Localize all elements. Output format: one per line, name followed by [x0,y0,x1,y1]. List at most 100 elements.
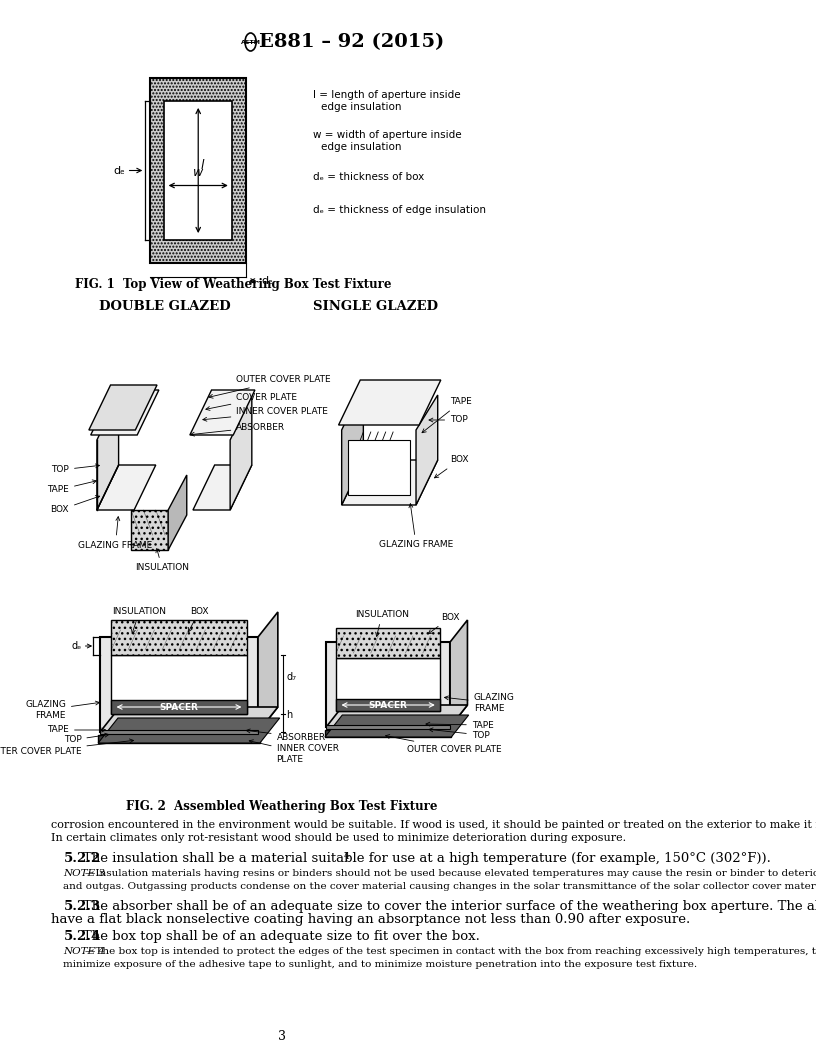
Text: SPACER: SPACER [369,700,407,710]
Bar [336,658,440,711]
Text: COVER PLATE: COVER PLATE [206,393,297,411]
Polygon shape [258,612,277,732]
Text: l = length of aperture inside: l = length of aperture inside [313,90,460,100]
Text: The absorber shall be of an adequate size to cover the interior surface of the w: The absorber shall be of an adequate siz… [83,900,816,913]
Text: w = width of aperture inside: w = width of aperture inside [313,130,461,140]
Text: INSULATION: INSULATION [135,548,189,572]
Polygon shape [100,708,277,732]
Text: GLAZING FRAME: GLAZING FRAME [78,516,153,549]
Text: DOUBLE GLAZED: DOUBLE GLAZED [100,300,231,313]
Bar [111,700,247,714]
Text: dₑ = thickness of edge insulation: dₑ = thickness of edge insulation [313,205,486,215]
Polygon shape [168,475,187,550]
Bar [111,620,247,655]
Text: h: h [286,711,293,720]
Text: TOP: TOP [64,733,109,744]
Text: SINGLE GLAZED: SINGLE GLAZED [313,300,438,313]
Text: GLAZING
FRAME: GLAZING FRAME [445,694,515,713]
Text: TOP: TOP [51,464,100,474]
Text: INNER COVER
PLATE: INNER COVER PLATE [249,740,339,763]
Polygon shape [131,510,168,550]
Text: 5.2.2: 5.2.2 [64,852,100,865]
Text: INSULATION: INSULATION [355,610,409,637]
Text: GLAZING
FRAME: GLAZING FRAME [25,700,100,720]
Text: TAPE: TAPE [422,397,472,433]
Text: ABSORBER: ABSORBER [190,422,286,436]
Text: TAPE: TAPE [47,725,105,735]
Polygon shape [193,465,252,510]
Text: NOTE 4: NOTE 4 [64,947,105,956]
Bar [336,699,440,711]
Bar [100,637,258,732]
Polygon shape [91,390,159,435]
Text: —The box top is intended to protect the edges of the test specimen in contact wi: —The box top is intended to protect the … [85,947,816,956]
Text: The insulation shall be a material suitable for use at a high temperature (for e: The insulation shall be a material suita… [83,852,771,865]
Text: ASTM: ASTM [241,39,260,44]
Polygon shape [450,620,468,727]
Polygon shape [326,705,468,727]
Bar [326,725,450,729]
Polygon shape [339,380,441,425]
Text: NOTE 3: NOTE 3 [64,869,105,878]
Text: and outgas. Outgassing products condense on the cover material causing changes i: and outgas. Outgassing products condense… [64,882,816,891]
Text: d₇: d₇ [286,672,296,682]
Text: FIG. 2  Assembled Weathering Box Test Fixture: FIG. 2 Assembled Weathering Box Test Fix… [126,800,437,813]
Text: SPACER: SPACER [160,702,198,712]
Text: corrosion encountered in the environment would be suitable. If wood is used, it : corrosion encountered in the environment… [51,821,816,830]
Text: 4: 4 [344,852,349,861]
Text: dₑ = thickness of box: dₑ = thickness of box [313,172,424,182]
Polygon shape [342,385,363,505]
Text: 5.2.4: 5.2.4 [64,930,100,943]
Text: edge insulation: edge insulation [322,142,401,152]
Bar [336,628,440,658]
Text: BOX: BOX [428,612,459,634]
Polygon shape [89,385,157,430]
Text: BOX: BOX [51,495,100,514]
Bar [325,730,451,737]
Text: dₑ: dₑ [71,641,82,650]
Text: —Insulation materials having resins or binders should not be used because elevat: —Insulation materials having resins or b… [85,869,816,878]
Bar [111,655,247,714]
Polygon shape [342,460,437,505]
Text: OUTER COVER PLATE: OUTER COVER PLATE [209,376,331,398]
Text: INSULATION: INSULATION [113,607,166,634]
Text: minimize exposure of the adhesive tape to sunlight, and to minimize moisture pen: minimize exposure of the adhesive tape t… [64,960,698,969]
Text: TAPE: TAPE [426,720,494,730]
Bar [98,735,259,743]
Text: 3: 3 [277,1030,286,1043]
Polygon shape [97,395,118,510]
Text: dₑ: dₑ [113,166,125,175]
Text: E881 – 92 (2015): E881 – 92 (2015) [259,33,444,51]
Text: 5.2.3: 5.2.3 [64,900,100,913]
Text: BOX: BOX [188,607,208,631]
Text: TOP: TOP [429,728,490,739]
Text: The box top shall be of an adequate size to fit over the box.: The box top shall be of an adequate size… [83,930,480,943]
Polygon shape [325,715,468,737]
Polygon shape [98,718,280,743]
Text: OUTER COVER PLATE: OUTER COVER PLATE [386,735,501,754]
Polygon shape [348,440,410,495]
Bar [150,78,246,263]
Text: FIG. 1  Top View of Weathering Box Test Fixture: FIG. 1 Top View of Weathering Box Test F… [75,278,392,291]
Polygon shape [97,465,156,510]
Text: GLAZING FRAME: GLAZING FRAME [379,504,453,549]
Bar [100,730,258,734]
Text: TOP: TOP [429,415,468,425]
Text: INNER COVER PLATE: INNER COVER PLATE [203,408,328,421]
Text: dₑ: dₑ [261,276,273,286]
Text: w: w [193,166,203,178]
Polygon shape [416,395,437,505]
Text: have a flat black nonselective coating having an absorptance not less than 0.90 : have a flat black nonselective coating h… [51,913,690,926]
Bar [150,78,246,263]
Polygon shape [230,395,252,510]
Text: ABSORBER: ABSORBER [246,729,326,741]
Bar [165,101,232,240]
Text: l: l [201,159,204,172]
Text: TAPE: TAPE [47,479,96,494]
Text: BOX: BOX [435,455,468,477]
Text: edge insulation: edge insulation [322,102,401,112]
Bar [326,642,450,727]
Text: OUTER COVER PLATE: OUTER COVER PLATE [0,739,134,756]
Polygon shape [190,390,255,435]
Text: In certain climates only rot-resistant wood should be used to minimize deteriora: In certain climates only rot-resistant w… [51,833,626,843]
